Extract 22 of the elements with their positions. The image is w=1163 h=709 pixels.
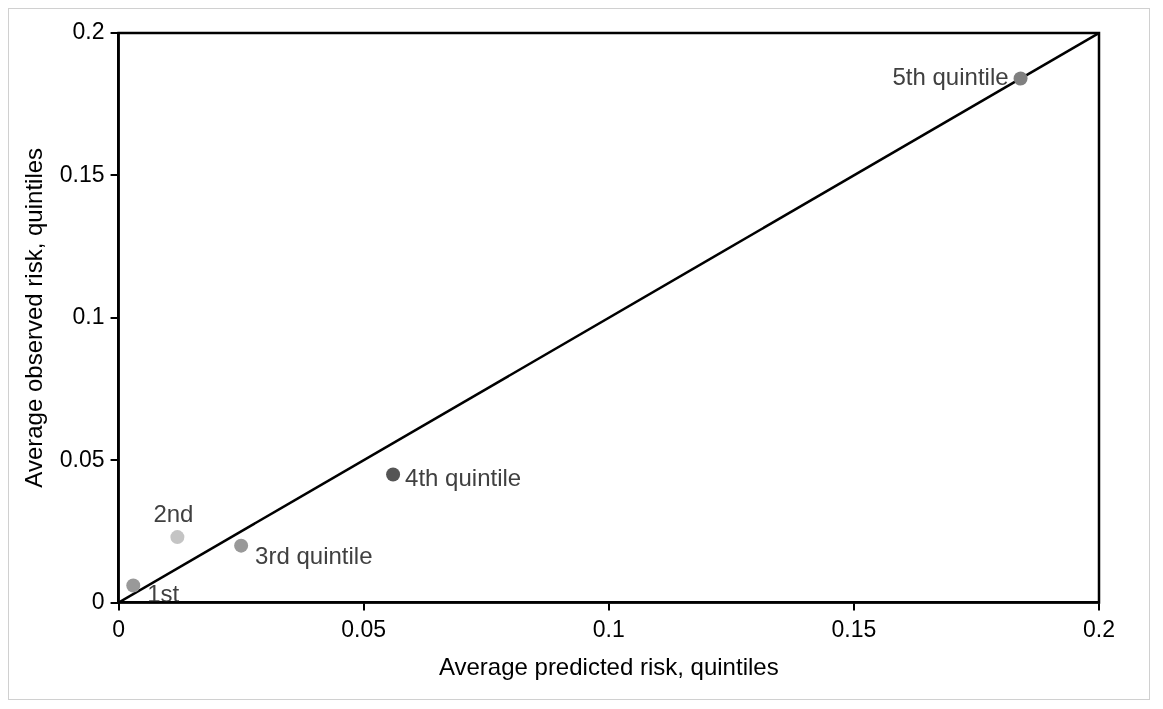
- point: [126, 578, 141, 593]
- y-tick-label: 0.1: [72, 303, 105, 330]
- x-axis-title: Average predicted risk, quintiles: [438, 653, 779, 681]
- point: [386, 467, 401, 482]
- x-tick-label: 0.2: [1083, 615, 1115, 642]
- series-label: 2nd: [153, 499, 194, 527]
- x-tick-label: 0.15: [831, 615, 877, 642]
- y-tick-label: 0.05: [59, 445, 105, 472]
- x-tick-label: 0.1: [592, 615, 625, 642]
- x-tick-label: 0.05: [341, 615, 387, 642]
- y-tick-label: 0: [91, 587, 105, 614]
- series-label: 5th quintile: [892, 63, 1009, 91]
- point: [234, 538, 249, 553]
- series-label: 3rd quintile: [255, 542, 373, 570]
- y-axis-title: Average observed risk, quintiles: [20, 147, 48, 488]
- y-tick-label: 0.15: [59, 160, 105, 187]
- x-tick-label: 0: [112, 615, 125, 642]
- y-tick-label: 0.2: [72, 18, 105, 45]
- point: [1013, 71, 1028, 86]
- series-label: 4th quintile: [405, 464, 522, 492]
- series-label: 1st: [147, 580, 180, 608]
- point: [170, 530, 185, 545]
